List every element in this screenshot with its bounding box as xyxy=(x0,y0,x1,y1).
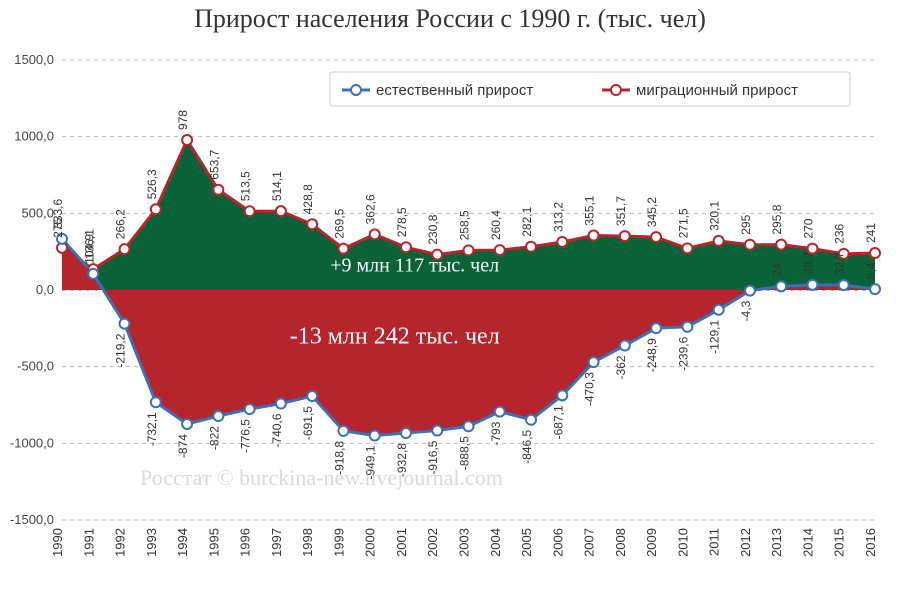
svg-text:320,1: 320,1 xyxy=(708,201,722,231)
svg-text:-129,1: -129,1 xyxy=(708,319,722,353)
svg-text:2001: 2001 xyxy=(394,528,409,557)
svg-text:-13 млн 242 тыс. чел: -13 млн 242 тыс. чел xyxy=(290,324,500,350)
svg-text:345,2: 345,2 xyxy=(645,197,659,227)
svg-text:355,1: 355,1 xyxy=(583,195,597,225)
svg-text:2013: 2013 xyxy=(769,528,784,557)
svg-text:+9 млн 117 тыс. чел: +9 млн 117 тыс. чел xyxy=(330,255,499,277)
svg-text:278,5: 278,5 xyxy=(395,207,409,237)
svg-text:-4,3: -4,3 xyxy=(739,300,753,321)
svg-text:-918,8: -918,8 xyxy=(332,441,346,475)
svg-text:1993: 1993 xyxy=(144,528,159,557)
svg-text:500,0: 500,0 xyxy=(21,205,54,220)
svg-text:-248,9: -248,9 xyxy=(645,338,659,372)
svg-text:1998: 1998 xyxy=(300,528,315,557)
svg-text:362,6: 362,6 xyxy=(364,194,378,224)
svg-text:526,3: 526,3 xyxy=(145,169,159,199)
svg-text:1990: 1990 xyxy=(50,528,65,557)
svg-text:653,7: 653,7 xyxy=(207,149,221,179)
svg-text:258,5: 258,5 xyxy=(458,210,472,240)
svg-text:428,8: 428,8 xyxy=(301,184,315,214)
svg-text:104,9: 104,9 xyxy=(82,234,96,264)
svg-text:236: 236 xyxy=(833,223,847,243)
svg-text:33,7: 33,7 xyxy=(801,251,815,275)
svg-text:-776,5: -776,5 xyxy=(239,419,253,453)
svg-text:282,1: 282,1 xyxy=(520,206,534,236)
svg-text:-874: -874 xyxy=(176,434,190,458)
svg-text:1500,0: 1500,0 xyxy=(14,52,54,67)
svg-text:2000: 2000 xyxy=(363,528,378,557)
svg-text:2015: 2015 xyxy=(832,528,847,557)
svg-text:2002: 2002 xyxy=(425,528,440,557)
svg-text:241: 241 xyxy=(864,223,878,243)
chart-title: Прирост населения России с 1990 г. (тыс.… xyxy=(0,4,900,34)
svg-text:313,2: 313,2 xyxy=(551,202,565,232)
chart-svg: -1500,0 -1000,0 -500,0 0,0 500,0 1000,0 1500,0… xyxy=(0,0,900,592)
svg-text:2008: 2008 xyxy=(613,528,628,557)
svg-text:1996: 1996 xyxy=(238,528,253,557)
svg-text:0,0: 0,0 xyxy=(36,282,54,297)
svg-text:-687,1: -687,1 xyxy=(551,405,565,439)
svg-text:2011: 2011 xyxy=(707,528,722,556)
svg-text:-691,5: -691,5 xyxy=(301,406,315,440)
svg-text:2003: 2003 xyxy=(457,528,472,557)
svg-text:2014: 2014 xyxy=(800,528,815,557)
svg-text:-732,1: -732,1 xyxy=(145,412,159,446)
svg-text:270: 270 xyxy=(801,218,815,238)
svg-text:-932,8: -932,8 xyxy=(395,443,409,477)
svg-text:-362: -362 xyxy=(614,355,628,379)
svg-text:-888,5: -888,5 xyxy=(458,436,472,470)
svg-text:-219,2: -219,2 xyxy=(114,333,128,367)
svg-text:978: 978 xyxy=(176,110,190,130)
svg-text:266,2: 266,2 xyxy=(114,209,128,239)
svg-text:2005: 2005 xyxy=(519,528,534,557)
svg-text:1994: 1994 xyxy=(175,528,190,557)
svg-text:миграционный прирост: миграционный прирост xyxy=(636,82,798,99)
svg-text:32,7: 32,7 xyxy=(833,251,847,275)
svg-text:230,8: 230,8 xyxy=(426,214,440,244)
svg-text:2004: 2004 xyxy=(488,528,503,557)
svg-text:295: 295 xyxy=(739,214,753,234)
svg-text:333,6: 333,6 xyxy=(51,198,65,228)
svg-text:24: 24 xyxy=(770,263,784,277)
svg-text:-1000,0: -1000,0 xyxy=(10,435,54,450)
svg-text:2016: 2016 xyxy=(863,528,878,557)
svg-text:513,5: 513,5 xyxy=(239,171,253,201)
svg-text:2010: 2010 xyxy=(675,528,690,557)
svg-text:351,7: 351,7 xyxy=(614,196,628,226)
svg-text:2007: 2007 xyxy=(582,528,597,557)
svg-text:260,4: 260,4 xyxy=(489,210,503,240)
svg-text:-793: -793 xyxy=(489,421,503,445)
svg-text:269,5: 269,5 xyxy=(332,208,346,238)
svg-text:1992: 1992 xyxy=(113,528,128,557)
svg-text:-949,1: -949,1 xyxy=(364,445,378,479)
svg-text:-239,6: -239,6 xyxy=(676,336,690,370)
svg-text:1000,0: 1000,0 xyxy=(14,129,54,144)
svg-text:-500,0: -500,0 xyxy=(17,359,54,374)
svg-text:-740,6: -740,6 xyxy=(270,413,284,447)
svg-text:-470,3: -470,3 xyxy=(583,372,597,406)
svg-text:-846,5: -846,5 xyxy=(520,429,534,463)
svg-text:1997: 1997 xyxy=(269,528,284,557)
svg-text:295,8: 295,8 xyxy=(770,204,784,234)
svg-text:271,5: 271,5 xyxy=(676,208,690,238)
svg-text:1999: 1999 xyxy=(331,528,346,557)
svg-text:-822: -822 xyxy=(207,426,221,450)
svg-text:1991: 1991 xyxy=(81,528,96,557)
svg-text:2009: 2009 xyxy=(644,528,659,557)
svg-text:514,1: 514,1 xyxy=(270,171,284,201)
svg-text:-916,5: -916,5 xyxy=(426,440,440,474)
svg-text:-1500,0: -1500,0 xyxy=(10,512,54,527)
chart-container: Прирост населения России с 1990 г. (тыс.… xyxy=(0,0,900,592)
svg-text:естественный прирост: естественный прирост xyxy=(376,82,533,99)
svg-text:5,4: 5,4 xyxy=(864,262,878,279)
svg-text:2006: 2006 xyxy=(550,528,565,557)
svg-text:2012: 2012 xyxy=(738,528,753,557)
svg-text:1995: 1995 xyxy=(206,528,221,557)
